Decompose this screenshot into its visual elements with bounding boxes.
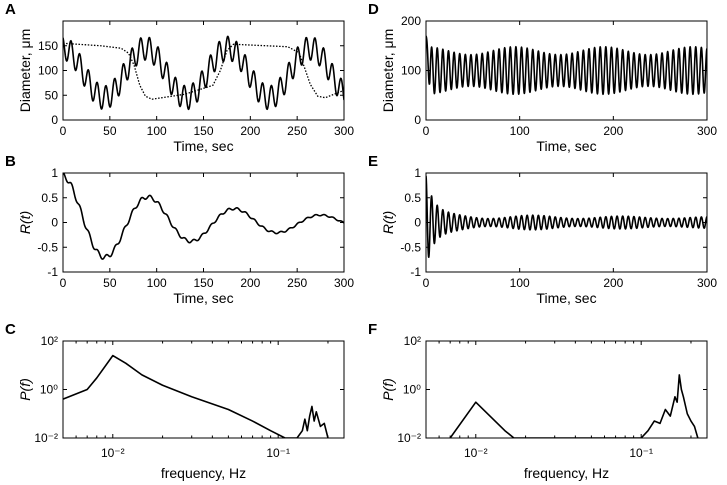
series-line-main [449, 374, 699, 438]
series-line-main [426, 35, 707, 96]
x-axis-label: frequency, Hz [161, 465, 246, 481]
y-axis-label: P(f) [17, 378, 33, 401]
y-axis-label: R(t) [380, 211, 396, 234]
x-tick-label: 10⁻² [464, 446, 488, 460]
plot-frame [62, 20, 345, 121]
panel-label: A [5, 1, 16, 18]
y-tick-label: 1 [51, 166, 58, 180]
x-tick-label: 300 [697, 124, 717, 138]
x-tick-label: 200 [240, 276, 260, 290]
x-tick-label: 100 [510, 124, 530, 138]
x-tick-label: 0 [423, 276, 430, 290]
plot-frame [425, 20, 708, 121]
x-tick-label: 200 [603, 124, 623, 138]
y-tick-label: -1 [410, 265, 421, 279]
x-tick-label: 150 [193, 276, 213, 290]
y-tick-label: 10⁰ [40, 383, 58, 397]
panel-label: E [368, 153, 378, 170]
x-tick-label: 10⁻¹ [629, 446, 653, 460]
x-axis-label: Time, sec [536, 138, 596, 154]
x-tick-label: 50 [103, 276, 117, 290]
y-tick-label: 200 [401, 14, 421, 28]
panel-label: D [368, 1, 379, 18]
x-tick-label: 300 [334, 276, 354, 290]
y-tick-label: 1 [414, 166, 421, 180]
y-tick-label: 0 [414, 113, 421, 127]
panel-D: 0 100 200 300 0 100 200 Time, sec Diameter, μmD [368, 1, 717, 154]
y-tick-label: 100 [401, 64, 421, 78]
x-axis-label: Time, sec [173, 290, 233, 306]
x-tick-label: 0 [60, 276, 67, 290]
x-axis-label: Time, sec [536, 290, 596, 306]
series-line-main [426, 175, 707, 258]
y-axis-label: Diameter, μm [17, 29, 33, 113]
y-tick-label: -1 [47, 265, 58, 279]
y-tick-label: 0 [51, 216, 58, 230]
panel-F: 10⁻² 10⁻¹ 10⁻² 10⁰ 10² frequency, Hz P(f) F [368, 321, 708, 481]
x-axis-label: Time, sec [173, 138, 233, 154]
x-tick-label: 100 [510, 276, 530, 290]
x-tick-label: 250 [287, 124, 307, 138]
series-line-main [63, 354, 329, 438]
x-tick-label: 200 [603, 276, 623, 290]
x-tick-label: 200 [240, 124, 260, 138]
x-tick-label: 300 [334, 124, 354, 138]
panel-label: F [368, 321, 377, 338]
x-tick-label: 0 [60, 124, 67, 138]
y-tick-label: 0.5 [404, 191, 421, 205]
x-tick-label: 10⁻² [101, 446, 125, 460]
plot-frame [425, 340, 708, 439]
y-axis-label: P(f) [380, 378, 396, 401]
y-axis-label: R(t) [17, 211, 33, 234]
panel-C: 10⁻² 10⁻¹ 10⁻² 10⁰ 10² frequency, Hz P(f) C [5, 321, 345, 481]
y-tick-label: 0 [51, 113, 58, 127]
x-axis-label: frequency, Hz [524, 465, 609, 481]
y-tick-label: 0.5 [41, 191, 58, 205]
panel-B: 0 50 100 150 200 250 300 -1 -0.5 0 0.5 1 Time, sec R(… [5, 153, 354, 306]
y-tick-label: 50 [45, 88, 59, 102]
x-tick-label: 10⁻¹ [266, 446, 290, 460]
panel-label: B [5, 153, 16, 170]
series-line-main [63, 173, 344, 260]
y-tick-label: 10⁻² [397, 431, 421, 445]
x-tick-label: 300 [697, 276, 717, 290]
series-line-main [63, 35, 344, 111]
x-tick-label: 50 [103, 124, 117, 138]
x-tick-label: 0 [423, 124, 430, 138]
y-tick-label: 10⁻² [34, 431, 58, 445]
y-tick-label: -0.5 [400, 240, 421, 254]
plot-frame [425, 172, 708, 273]
y-tick-label: 10² [404, 334, 421, 348]
x-tick-label: 150 [193, 124, 213, 138]
y-tick-label: 0 [414, 216, 421, 230]
panel-label: C [5, 321, 16, 338]
x-tick-label: 100 [147, 124, 167, 138]
y-tick-label: 10⁰ [403, 383, 421, 397]
y-tick-label: 100 [38, 64, 58, 78]
y-tick-label: -0.5 [37, 240, 58, 254]
y-tick-label: 150 [38, 39, 58, 53]
y-axis-label: Diameter, μm [380, 29, 396, 113]
panel-E: 0 100 200 300 -1 -0.5 0 0.5 1 Time, sec R(t) E [368, 153, 717, 306]
plot-frame [62, 340, 345, 439]
series-line-reference [63, 42, 344, 100]
x-tick-label: 100 [147, 276, 167, 290]
y-tick-label: 10² [41, 334, 58, 348]
x-tick-label: 250 [287, 276, 307, 290]
